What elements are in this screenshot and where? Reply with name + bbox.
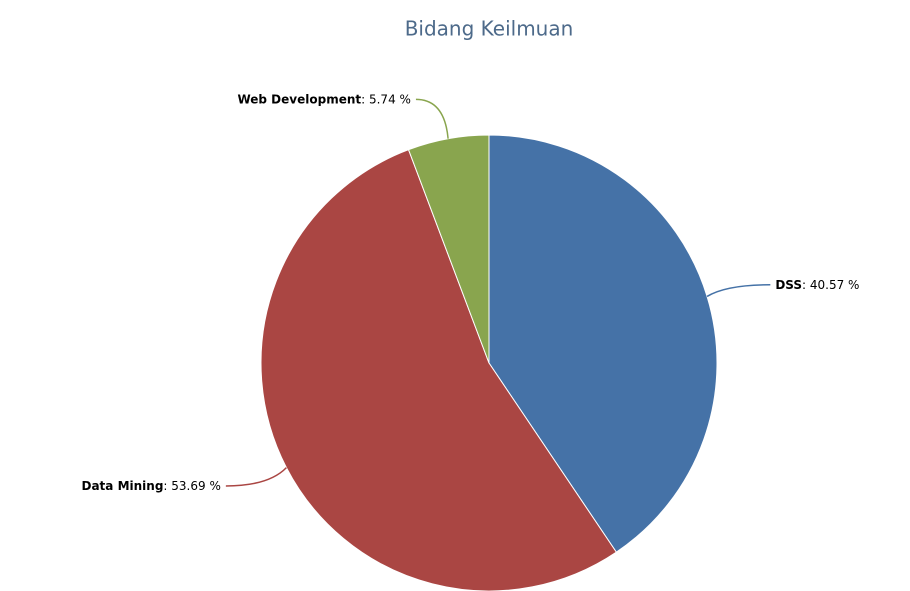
category-name: Data Mining [82, 478, 164, 492]
connector [415, 98, 449, 139]
data-label: Data Mining: 53.69 % [82, 478, 221, 492]
category-name: DSS [775, 277, 802, 291]
value-label: : 40.57 % [802, 277, 859, 291]
connector [706, 284, 771, 298]
data-label: DSS: 40.57 % [775, 277, 859, 291]
pie-slice [407, 134, 490, 364]
value-label: : 5.74 % [361, 92, 411, 106]
data-label: Web Development: 5.74 % [237, 92, 410, 106]
chart-title: Bidang Keilmuan [405, 17, 574, 41]
pie-slice [488, 134, 718, 553]
connector [225, 467, 287, 487]
value-label: : 53.69 % [163, 478, 220, 492]
category-name: Web Development [237, 92, 361, 106]
